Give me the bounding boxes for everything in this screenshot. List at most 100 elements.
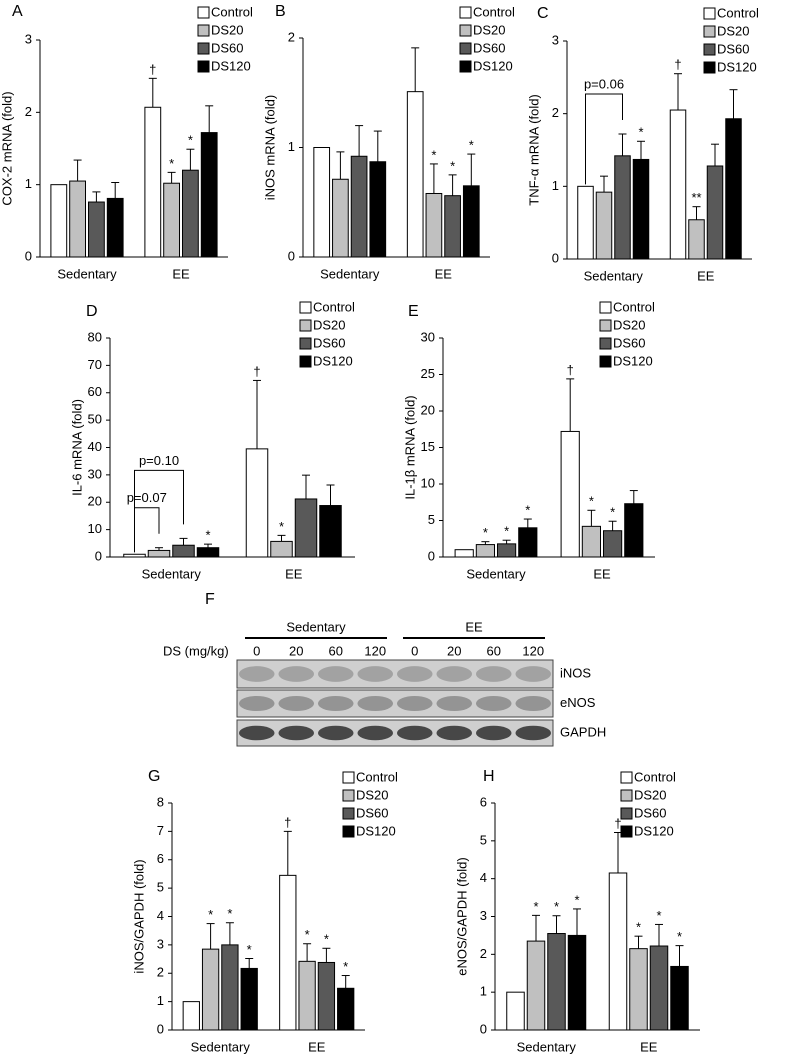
bar: [632, 158, 650, 260]
row-label: eNOS: [560, 695, 596, 710]
y-tick-label: 2: [552, 105, 559, 120]
bar: [475, 544, 495, 558]
legend-label: DS120: [613, 353, 653, 368]
blot-band: [357, 695, 394, 712]
legend-label: DS20: [313, 317, 346, 332]
bar: [462, 185, 480, 258]
error-bar: [283, 830, 292, 876]
significance-mark: *: [677, 929, 682, 944]
x-tick-label: Sedentary: [57, 266, 117, 281]
group-label: EE: [465, 619, 483, 634]
error-bar: [373, 130, 382, 162]
bar: [319, 505, 342, 558]
y-tick-label: 1: [480, 984, 487, 999]
x-tick-label: EE: [172, 266, 190, 281]
y-tick-label: 0: [480, 1021, 487, 1036]
blot-band: [238, 666, 275, 682]
bar: [725, 118, 742, 260]
y-axis-label: iNOS mRNA (fold): [262, 95, 277, 200]
significance-mark: †: [253, 364, 260, 379]
blot-band: [475, 695, 512, 712]
x-tick-label: EE: [308, 1039, 326, 1054]
bar: [270, 540, 293, 558]
error-bar: [148, 77, 157, 108]
significance-mark: *: [469, 138, 474, 153]
bar: [294, 498, 318, 558]
significance-mark: *: [638, 125, 643, 140]
x-tick-label: Sedentary: [191, 1039, 251, 1054]
y-axis-label: IL-6 mRNA (fold): [69, 399, 84, 496]
blot-band: [475, 725, 512, 741]
y-tick-label: 3: [552, 32, 559, 47]
bar: [506, 991, 525, 1031]
error-bar: [204, 543, 212, 548]
legend-swatch: [599, 337, 612, 350]
legend-label: DS60: [356, 805, 389, 820]
significance-mark: *: [525, 502, 530, 517]
panel-label: D: [86, 303, 98, 320]
x-tick-label: EE: [697, 268, 715, 283]
error-bar: [355, 125, 364, 157]
y-tick-label: 3: [480, 908, 487, 923]
legend-label: DS120: [634, 823, 674, 838]
blot-band: [515, 725, 552, 741]
bar: [298, 960, 316, 1031]
legend-swatch: [342, 771, 355, 784]
significance-mark: *: [343, 959, 348, 974]
legend-swatch: [299, 337, 312, 350]
dose-label: DS (mg/kg): [163, 643, 229, 658]
bar: [526, 940, 546, 1031]
significance-mark: *: [205, 528, 210, 543]
bar: [581, 525, 601, 558]
legend-swatch: [599, 319, 612, 332]
y-tick-label: 5: [157, 880, 164, 895]
significance-mark: *: [227, 906, 232, 921]
legend-swatch: [459, 60, 472, 73]
significance-mark: *: [247, 942, 252, 957]
bar: [245, 448, 269, 558]
y-axis-label: TNF-α mRNA (fold): [526, 94, 541, 206]
y-tick-label: 4: [157, 908, 164, 923]
error-bar: [341, 975, 350, 989]
bar: [560, 430, 580, 558]
error-bar: [481, 541, 490, 545]
y-tick-label: 80: [88, 329, 102, 344]
bar: [614, 155, 631, 260]
panel-label: A: [12, 3, 23, 20]
legend-label: DS120: [356, 823, 396, 838]
panel-label: B: [275, 3, 286, 20]
y-tick-label: 10: [421, 475, 435, 490]
legend-label: DS120: [717, 59, 757, 74]
significance-mark: *: [169, 156, 174, 171]
y-tick-label: 15: [421, 439, 435, 454]
error-bar: [245, 957, 254, 969]
bar: [567, 934, 587, 1031]
bar: [240, 967, 258, 1031]
bar: [144, 106, 162, 258]
legend-label: DS120: [313, 353, 353, 368]
significance-bracket: [134, 507, 160, 553]
bar: [69, 180, 86, 258]
blot-band: [396, 725, 433, 741]
error-bar: [675, 945, 684, 967]
error-bar: [637, 140, 645, 160]
legend-swatch: [703, 61, 716, 74]
error-bar: [206, 923, 215, 950]
y-tick-label: 2: [157, 965, 164, 980]
legend-label: DS60: [613, 335, 646, 350]
bar: [50, 184, 68, 258]
bar: [172, 544, 195, 558]
group-label: Sedentary: [286, 619, 346, 634]
significance-mark: *: [279, 519, 284, 534]
legend-label: DS20: [717, 23, 750, 38]
dose: 120: [522, 643, 544, 658]
legend-swatch: [299, 301, 312, 314]
bar: [369, 161, 387, 258]
error-bar: [552, 915, 561, 934]
bar: [444, 195, 461, 258]
error-bar: [225, 922, 234, 945]
significance-mark: *: [324, 932, 329, 947]
x-tick-label: Sedentary: [466, 566, 526, 581]
y-tick-label: 2: [288, 29, 295, 44]
legend-swatch: [620, 807, 633, 820]
